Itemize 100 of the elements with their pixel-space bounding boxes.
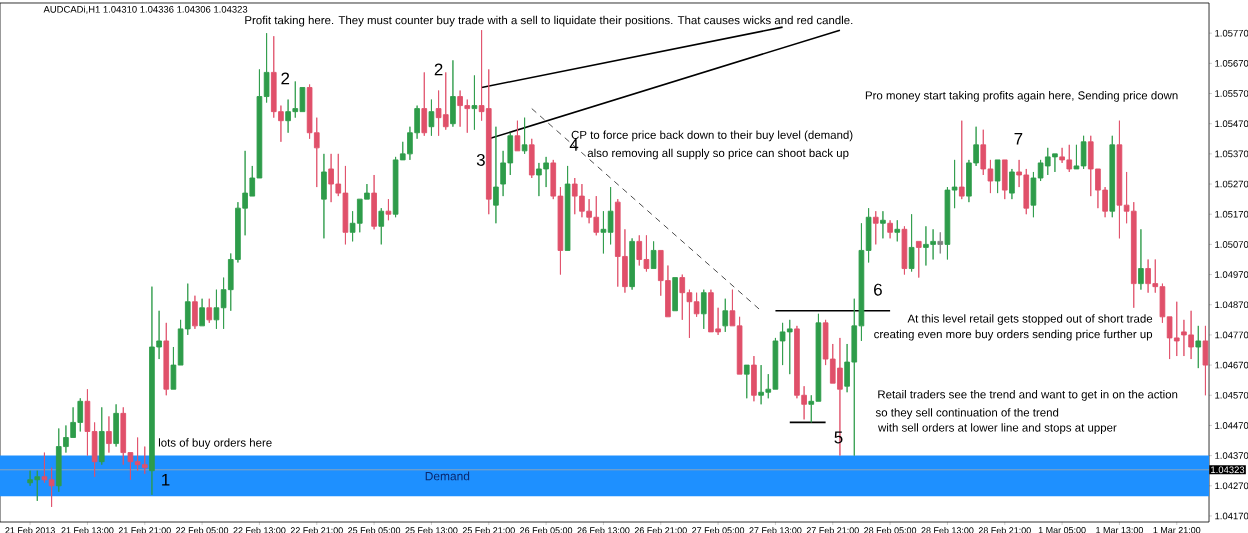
y-tick-label: 1.04770 <box>1215 331 1248 339</box>
y-tick-label: 1.04970 <box>1215 271 1248 278</box>
annotation: Retail traders see the trend and want to get in on the action <box>878 390 1178 401</box>
y-tick-label: 1.04370 <box>1215 452 1248 459</box>
candlestick <box>421 71 428 137</box>
candlestick <box>1030 171 1037 218</box>
annotation: also removing all supply so price can shoot back up <box>587 148 849 160</box>
annotation: lots of buy orders here <box>158 438 272 449</box>
chart-title: AUDCADi,H1 1.04310 1.04336 1.04306 1.04323 <box>43 5 248 14</box>
candlestick <box>872 210 879 245</box>
candlestick <box>528 138 535 179</box>
candlestick <box>600 210 607 254</box>
candlestick <box>378 207 385 245</box>
y-tick-label: 1.05170 <box>1215 210 1248 218</box>
y-tick-label: 1.05470 <box>1215 120 1248 128</box>
candlestick <box>213 289 220 330</box>
candlestick <box>1009 168 1015 200</box>
x-tick-label: 26 Feb 13:00 <box>577 527 630 533</box>
y-tick-label: 1.05570 <box>1215 90 1248 97</box>
candlestick <box>321 153 327 239</box>
candlestick <box>1080 135 1087 170</box>
annotation: 7 <box>1014 132 1023 145</box>
annotation: so they sell continuation of the trend <box>875 408 1059 419</box>
x-tick-label: 26 Feb 21:00 <box>634 527 687 533</box>
candlestick <box>901 225 908 276</box>
annotation: 1 <box>162 473 170 486</box>
candlestick <box>106 415 112 454</box>
x-tick-label: 27 Feb 05:00 <box>692 527 745 533</box>
candlestick <box>693 292 700 318</box>
candlestick <box>736 316 743 375</box>
candlestick <box>428 99 435 137</box>
x-tick-label: 28 Feb 13:00 <box>921 527 974 533</box>
candlestick <box>865 207 872 263</box>
annotation: Profit taking here. They must counter buy trade with a sell to liquidate their positions. That causes wicks and red candle. <box>245 15 853 27</box>
candlestick <box>48 467 55 508</box>
candlestick <box>1202 325 1209 396</box>
candlestick <box>98 406 105 466</box>
candlestick <box>514 120 521 152</box>
annotation: 6 <box>874 283 882 296</box>
x-tick-label: 26 Feb 05:00 <box>520 527 573 533</box>
candlestick <box>1073 144 1080 170</box>
y-tick-label: 1.04670 <box>1215 361 1248 369</box>
annotation: creating even more buy orders sending price further up <box>874 329 1153 341</box>
candlestick <box>650 240 657 269</box>
annotation: with sell orders at lower line and stops at upper <box>878 423 1117 434</box>
annotation: Pro money start taking profits again here, Sending price down <box>865 91 1178 102</box>
y-tick-label: 1.05270 <box>1215 180 1248 188</box>
annotation: 2 <box>281 72 290 85</box>
candlestick <box>944 186 951 260</box>
y-tick-label: 1.05770 <box>1215 29 1248 37</box>
candlestick <box>994 159 1001 194</box>
candlestick <box>743 364 750 399</box>
candlestick <box>629 237 635 291</box>
annotation: At this level retail gets stopped out of short trade <box>907 314 1153 325</box>
annotation: 3 <box>476 153 485 166</box>
candlestick <box>951 159 958 209</box>
candlestick <box>192 295 198 330</box>
x-tick-label: 1 Mar 21:00 <box>1153 527 1201 533</box>
x-tick-label: 22 Feb 05:00 <box>176 527 229 533</box>
x-tick-label: 28 Feb 21:00 <box>978 527 1031 533</box>
candlestick <box>751 355 757 402</box>
x-tick-label: 21 Feb 13:00 <box>61 527 114 533</box>
candlestick <box>1116 120 1123 239</box>
y-tick-label: 1.04270 <box>1215 482 1248 490</box>
candlestick <box>672 277 678 312</box>
candlestick <box>887 219 893 239</box>
x-tick-label: 21 Feb 2013 <box>5 527 55 533</box>
y-tick-label: 1.05070 <box>1215 241 1248 248</box>
y-tick-label: 1.04570 <box>1215 391 1248 399</box>
x-tick-label: 27 Feb 21:00 <box>806 527 859 533</box>
candlestick <box>113 403 119 448</box>
y-tick-label: 1.05370 <box>1215 150 1248 158</box>
candlestick <box>722 298 729 333</box>
x-tick-label: 22 Feb 21:00 <box>290 527 343 533</box>
candlestick <box>729 289 736 327</box>
x-tick-label: 1 Mar 13:00 <box>1096 527 1143 533</box>
candlestick <box>206 298 213 324</box>
y-tick-label: 1.04170 <box>1215 512 1248 520</box>
x-tick-label: 25 Feb 21:00 <box>462 527 515 533</box>
candlestick <box>564 165 571 251</box>
y-tick-label: 1.04870 <box>1215 301 1248 309</box>
candlestick <box>700 289 707 330</box>
candlestick <box>41 452 48 484</box>
y-tick-label: 1.05670 <box>1215 59 1248 67</box>
candlestick <box>493 126 499 224</box>
candlestick <box>170 346 177 390</box>
candlestick <box>371 174 377 230</box>
candlestick <box>607 186 614 245</box>
candlestick <box>880 210 886 239</box>
x-tick-label: 22 Feb 13:00 <box>233 527 286 533</box>
candlestick <box>263 32 270 104</box>
ref-line-label: 1.04323 <box>1211 466 1245 474</box>
candlestick <box>894 219 901 242</box>
x-tick-label: 27 Feb 13:00 <box>749 527 802 533</box>
band-label: Demand <box>425 471 470 481</box>
candlestick <box>385 198 392 221</box>
candlestick <box>1195 325 1202 369</box>
candlestick <box>915 240 922 279</box>
x-tick-label: 28 Feb 05:00 <box>864 527 917 533</box>
x-tick-label: 21 Feb 21:00 <box>118 527 171 533</box>
